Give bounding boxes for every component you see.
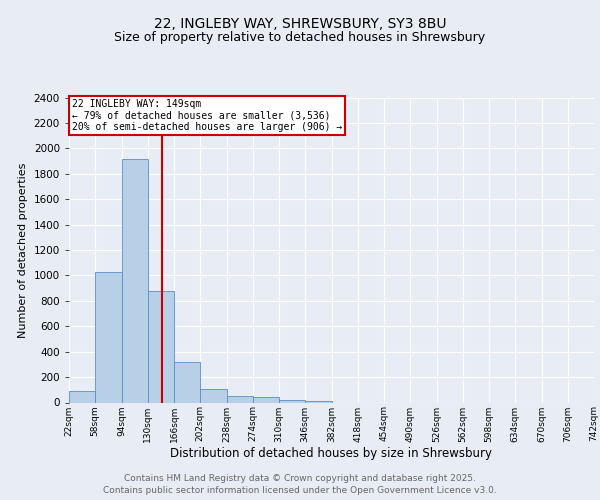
X-axis label: Distribution of detached houses by size in Shrewsbury: Distribution of detached houses by size … <box>170 447 493 460</box>
Text: 22, INGLEBY WAY, SHREWSBURY, SY3 8BU: 22, INGLEBY WAY, SHREWSBURY, SY3 8BU <box>154 18 446 32</box>
Bar <box>95 272 121 402</box>
Bar <box>174 362 200 403</box>
Bar <box>148 290 174 403</box>
Bar <box>253 398 279 402</box>
Bar <box>305 400 331 402</box>
Text: Size of property relative to detached houses in Shrewsbury: Size of property relative to detached ho… <box>115 31 485 44</box>
Bar <box>200 388 227 402</box>
Bar <box>279 400 305 402</box>
Bar <box>69 391 95 402</box>
Text: Contains HM Land Registry data © Crown copyright and database right 2025.
Contai: Contains HM Land Registry data © Crown c… <box>103 474 497 495</box>
Text: 22 INGLEBY WAY: 149sqm
← 79% of detached houses are smaller (3,536)
20% of semi-: 22 INGLEBY WAY: 149sqm ← 79% of detached… <box>71 99 342 132</box>
Y-axis label: Number of detached properties: Number of detached properties <box>18 162 28 338</box>
Bar <box>121 158 148 402</box>
Bar <box>227 396 253 402</box>
